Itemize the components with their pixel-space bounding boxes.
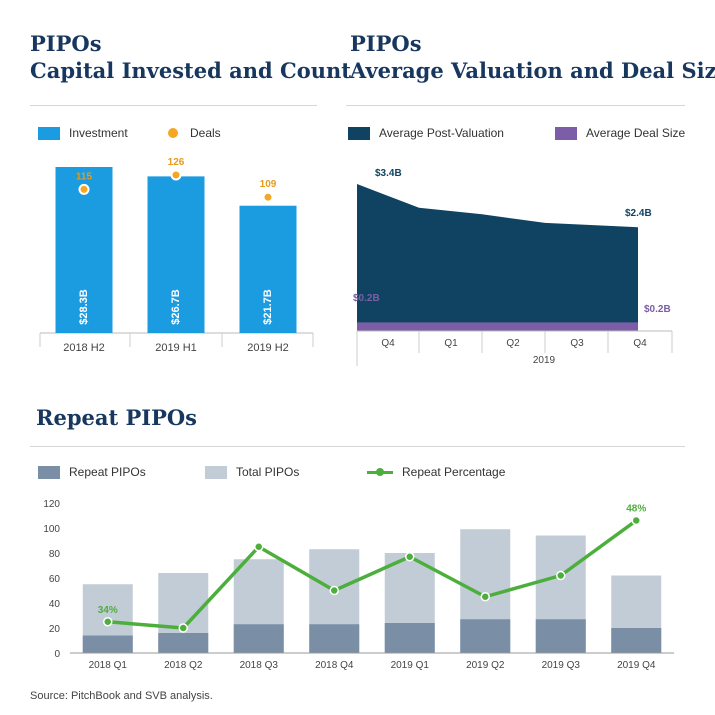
deal-size-area	[357, 322, 638, 331]
bottom-x-tick-label: 2019 Q2	[466, 660, 505, 671]
investment-bar	[239, 205, 297, 333]
right-title-rule	[346, 105, 685, 106]
bottom-y-tick-label: 80	[49, 549, 61, 560]
repeat-percentage-point	[329, 585, 339, 596]
deals-data-label: 109	[260, 179, 277, 190]
legend-total: Total PIPOs	[205, 465, 299, 479]
right-group-label: 2019	[533, 355, 556, 366]
bottom-chart-title: Repeat PIPOs	[36, 405, 197, 430]
post-valuation-area	[357, 184, 638, 331]
deals-point	[170, 169, 182, 181]
legend-deals: Deals	[162, 126, 221, 140]
repeat-pipos-bar	[611, 628, 662, 653]
repeat-pipos-bar	[82, 635, 133, 653]
bottom-y-tick-label: 100	[43, 524, 60, 535]
bottom-x-tick-label: 2019 Q4	[617, 660, 656, 671]
repeat-percentage-line	[107, 519, 638, 630]
repeat-pipos-bar	[158, 633, 209, 653]
repeat-percentage-point	[480, 592, 490, 602]
repeat-percentage-point	[405, 552, 415, 562]
bottom-y-tick-label: 20	[49, 624, 61, 635]
right-x-tick-label: Q3	[570, 338, 584, 349]
bottom-title-rule	[30, 446, 685, 447]
deals-point	[78, 183, 90, 195]
repeat-percentage-label: 48%	[626, 504, 646, 515]
right-x-tick-label: Q2	[506, 338, 520, 349]
bottom-x-tick-label: 2019 Q1	[391, 660, 430, 671]
legend-post-valuation-label: Average Post-Valuation	[379, 126, 504, 140]
repeat-percentage-point	[254, 542, 264, 552]
legend-pct-label: Repeat Percentage	[402, 465, 506, 479]
deal-size-swatch	[555, 126, 577, 140]
legend-investment: Investment	[38, 126, 128, 140]
left-chart-title: PIPOs Capital Invested and Count	[30, 30, 351, 84]
bottom-x-tick-label: 2018 Q1	[89, 660, 128, 671]
post-valuation-end-label: $2.4B	[625, 208, 652, 219]
source-note: Source: PitchBook and SVB analysis.	[30, 690, 213, 702]
legend-repeat: Repeat PIPOs	[38, 465, 146, 479]
repeat-percentage-point	[631, 515, 641, 526]
legend-deals-label: Deals	[190, 126, 221, 140]
deal-size-end-label: $0.2B	[644, 304, 671, 315]
investment-data-label: $28.3B	[78, 289, 90, 325]
post-valuation-start-label: $3.4B	[375, 168, 402, 179]
bottom-x-tick-label: 2018 Q3	[240, 660, 279, 671]
left-title-line2: Capital Invested and Count	[30, 58, 351, 83]
repeat-pipos-bar	[460, 619, 511, 653]
right-title-line2: Average Valuation and Deal Size	[350, 58, 715, 83]
deals-point	[262, 191, 274, 203]
repeat-swatch	[38, 465, 60, 479]
right-x-tick-label: Q4	[633, 338, 647, 349]
left-x-tick-label: 2018 H2	[63, 342, 105, 354]
investment-data-label: $26.7B	[170, 289, 182, 325]
right-x-tick-label: Q1	[444, 338, 458, 349]
deals-data-label: 115	[76, 171, 93, 182]
bottom-y-tick-label: 60	[49, 574, 61, 585]
repeat-pipos-bar	[535, 619, 586, 653]
left-x-tick-label: 2019 H2	[247, 342, 289, 354]
left-x-tick-label: 2019 H1	[155, 342, 197, 354]
repeat-percentage-point	[103, 617, 113, 627]
legend-repeat-label: Repeat PIPOs	[69, 465, 146, 479]
repeat-pipos-bar	[233, 624, 284, 653]
legend-deal-size: Average Deal Size	[555, 126, 685, 140]
bottom-x-tick-label: 2018 Q4	[315, 660, 354, 671]
investment-data-label: $21.7B	[262, 289, 274, 325]
legend-total-label: Total PIPOs	[236, 465, 300, 479]
right-chart-title: PIPOs Average Valuation and Deal Size	[350, 30, 715, 84]
bottom-y-tick-label: 120	[43, 499, 60, 510]
investment-bar	[147, 176, 205, 333]
legend-investment-label: Investment	[69, 126, 128, 140]
repeat-percentage-point	[178, 623, 188, 633]
repeat-percentage-point	[556, 570, 566, 581]
total-swatch	[205, 465, 227, 479]
investment-swatch	[38, 126, 60, 140]
right-title-line1: PIPOs	[350, 31, 422, 56]
bottom-y-tick-label: 0	[54, 649, 60, 660]
post-valuation-swatch	[348, 126, 370, 140]
deals-swatch	[168, 128, 178, 138]
bottom-x-tick-label: 2018 Q2	[164, 660, 203, 671]
repeat-percentage-label: 34%	[98, 605, 118, 616]
right-x-tick-label: Q4	[381, 338, 395, 349]
deals-data-label: 126	[168, 157, 185, 168]
left-title-rule	[30, 105, 317, 106]
bottom-y-tick-label: 40	[49, 599, 61, 610]
legend-deal-size-label: Average Deal Size	[586, 126, 686, 140]
legend-post-valuation: Average Post-Valuation	[348, 126, 504, 140]
bottom-x-tick-label: 2019 Q3	[542, 660, 581, 671]
repeat-pipos-bar	[309, 624, 360, 653]
pct-line-icon	[367, 466, 393, 478]
left-title-line1: PIPOs	[30, 31, 102, 56]
deal-size-start-label: $0.2B	[353, 293, 380, 304]
legend-pct: Repeat Percentage	[367, 465, 505, 479]
repeat-pipos-bar	[384, 623, 435, 653]
